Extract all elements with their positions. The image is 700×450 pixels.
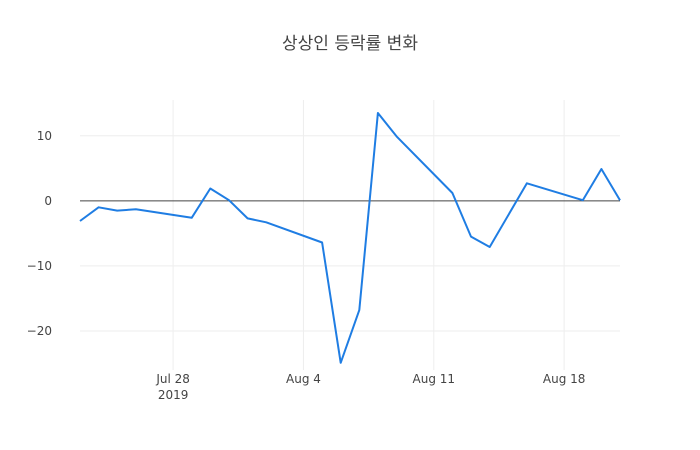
y-tick-label: 10 xyxy=(37,129,52,143)
data-point xyxy=(228,199,230,201)
x-tick-label: Jul 28 xyxy=(155,372,190,386)
data-point xyxy=(265,221,267,223)
data-point xyxy=(470,236,472,238)
data-point xyxy=(340,362,342,364)
grid-layer xyxy=(80,100,620,370)
axis-layer: Jul 28 2019 Aug 4 Aug 11 Aug 18 10 0 −10 −20 xyxy=(27,129,620,402)
x-tick-sublabel: 2019 xyxy=(158,388,189,402)
series-line xyxy=(79,112,621,364)
data-point xyxy=(526,182,528,184)
data-point xyxy=(135,208,137,210)
x-tick-label: Aug 4 xyxy=(286,372,321,386)
x-tick-label: Aug 18 xyxy=(543,372,586,386)
chart-title: 상상인 등락률 변화 xyxy=(282,34,418,54)
data-point xyxy=(600,168,602,170)
y-tick-label: 0 xyxy=(44,194,52,208)
data-point xyxy=(79,220,81,222)
data-point xyxy=(451,192,453,194)
data-point xyxy=(489,246,491,248)
x-tick-label: Aug 11 xyxy=(413,372,456,386)
data-point xyxy=(191,217,193,219)
data-point xyxy=(619,199,621,201)
data-point xyxy=(209,188,211,190)
data-point xyxy=(116,210,118,212)
data-point xyxy=(98,206,100,208)
data-point xyxy=(377,112,379,114)
data-point xyxy=(358,309,360,311)
data-point xyxy=(582,199,584,201)
y-tick-label: −20 xyxy=(27,324,52,338)
series-layer xyxy=(79,112,621,364)
data-point xyxy=(247,217,249,219)
data-point xyxy=(396,135,398,137)
y-tick-label: −10 xyxy=(27,259,52,273)
data-point xyxy=(321,242,323,244)
